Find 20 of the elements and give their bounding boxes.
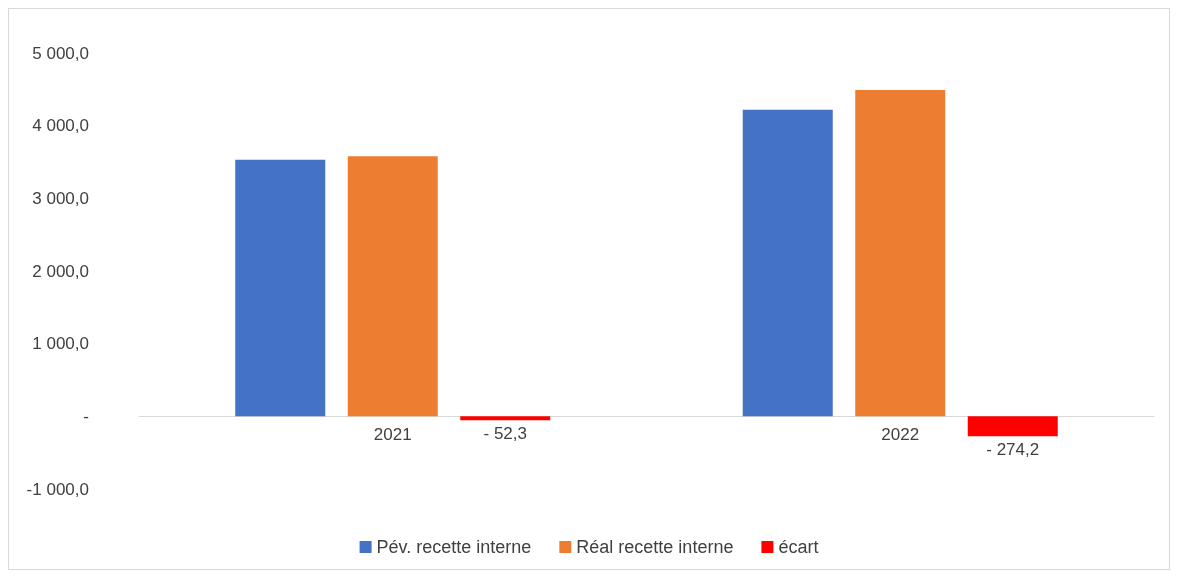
bar xyxy=(855,90,946,417)
y-tick-label: 5 000,0 xyxy=(32,43,89,63)
bar xyxy=(347,156,438,417)
bar xyxy=(235,159,326,417)
bar xyxy=(742,109,833,417)
y-tick-label: 1 000,0 xyxy=(32,334,89,354)
legend-label: Réal recette interne xyxy=(576,537,734,557)
y-tick-label: 4 000,0 xyxy=(32,116,89,136)
x-tick-label: 2022 xyxy=(881,425,920,445)
data-label: - 274,2 xyxy=(986,440,1040,460)
legend-label: Pév. recette interne xyxy=(376,537,532,557)
bar xyxy=(967,416,1058,437)
x-tick-label: 2021 xyxy=(373,425,412,445)
data-label: - 52,3 xyxy=(483,424,527,444)
bar xyxy=(460,416,551,421)
y-tick-label: 2 000,0 xyxy=(32,261,89,281)
y-tick-label: 3 000,0 xyxy=(32,188,89,208)
y-tick-label: -1 000,0 xyxy=(26,479,89,499)
y-tick-label: - xyxy=(83,406,89,426)
legend-label: écart xyxy=(778,537,819,557)
